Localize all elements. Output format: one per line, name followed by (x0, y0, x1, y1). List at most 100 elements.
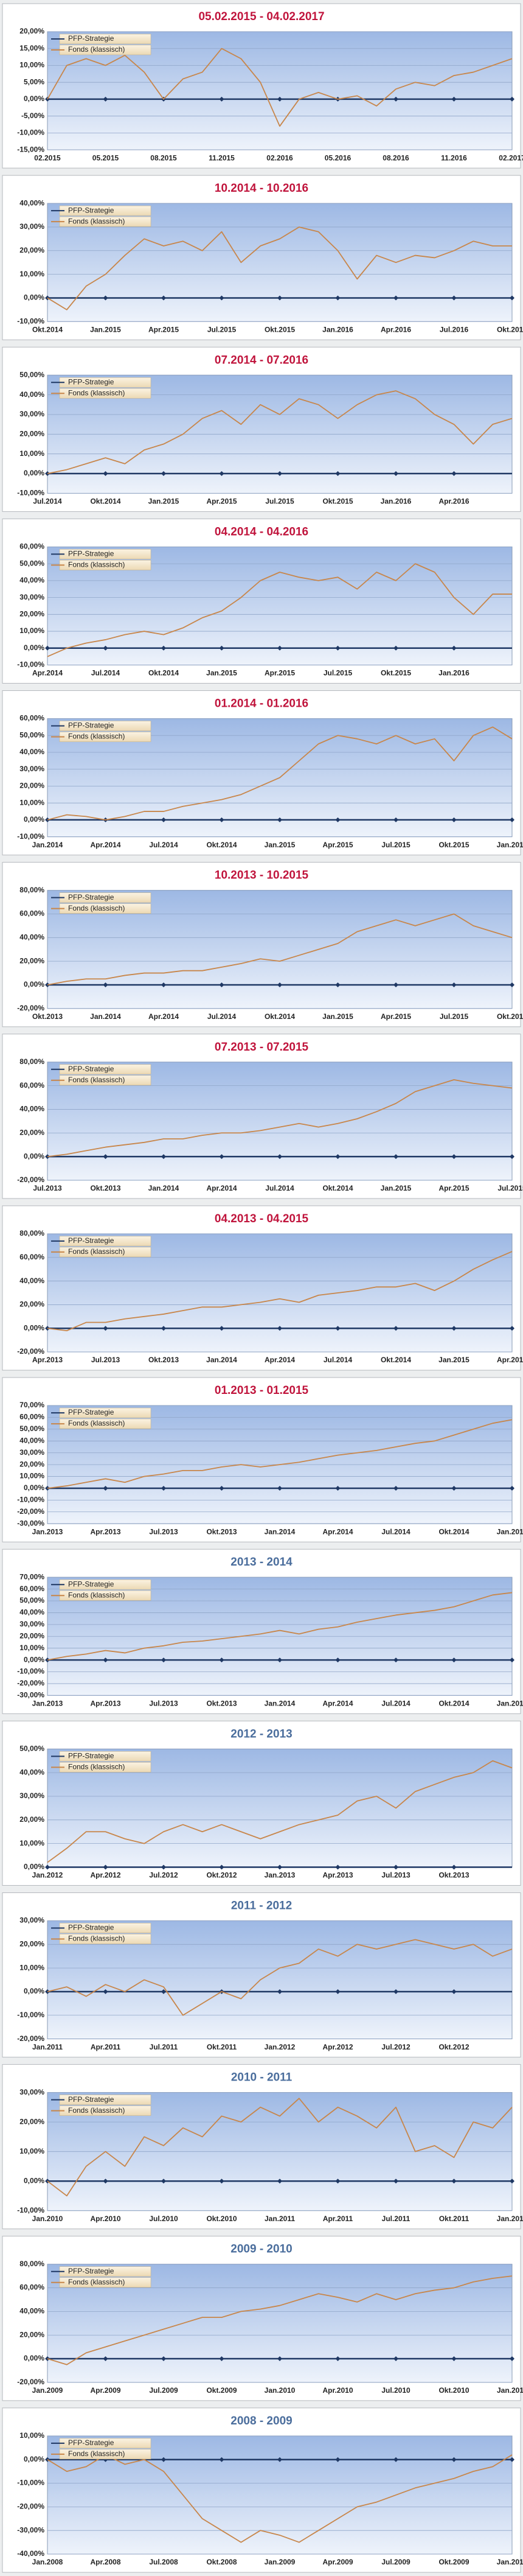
y-tick-label: 0,00% (24, 1323, 44, 1332)
x-tick-label: Okt.2012 (206, 1871, 237, 1880)
y-tick-label: -10,00% (17, 128, 44, 137)
y-tick-label: -20,00% (17, 2034, 44, 2043)
y-tick-label: 20,00% (19, 1631, 44, 1640)
series-marker (335, 1989, 341, 1994)
series-marker (219, 1657, 224, 1663)
chart-panel: 2008 - 2009 10,00% 0,00% -10,00% -20,00% -30,… (2, 2407, 523, 2573)
y-tick-label: 40,00% (19, 1105, 44, 1113)
x-tick-label: Jul.2015 (265, 497, 294, 506)
x-tick-label: Okt.2015 (381, 669, 411, 677)
y-tick-label: 0,00% (24, 94, 44, 103)
y-tick-label: 80,00% (19, 2259, 44, 2268)
x-tick-label: 08.2016 (383, 153, 409, 162)
x-tick-label: Apr.2014 (148, 1012, 179, 1021)
series-marker (510, 96, 514, 102)
series-marker (510, 2179, 514, 2184)
y-tick-label: 0,00% (24, 980, 44, 989)
series-marker (393, 1864, 398, 1870)
y-tick-label: 60,00% (19, 714, 44, 723)
y-tick-label: 20,00% (19, 246, 44, 254)
chart-panel: 10.2013 - 10.2015 80,00% 60,00% 40,00% 20,00… (2, 862, 523, 1027)
series-marker (161, 982, 166, 987)
series-marker (219, 2457, 224, 2462)
x-tick-label: Apr.2014 (265, 1356, 295, 1364)
x-tick-label: Jan.2015 (148, 497, 179, 506)
series-marker (219, 2179, 224, 2184)
x-tick-label: Jan.2009 (265, 2558, 296, 2566)
y-tick-label: 60,00% (19, 1413, 44, 1421)
series-marker (393, 471, 398, 477)
y-tick-label: 20,00% (19, 610, 44, 618)
y-tick-label: 40,00% (19, 576, 44, 584)
x-tick-label: Jan.2013 (32, 1699, 63, 1708)
x-tick-label: Jan.2012 (265, 2043, 296, 2051)
series-marker (103, 471, 108, 477)
y-tick-label: -40,00% (17, 2549, 44, 2558)
legend-label: PFP-Strategie (68, 1408, 114, 1416)
series-marker (103, 1326, 108, 1331)
x-tick-label: Apr.2014 (90, 841, 120, 849)
series-marker (335, 295, 341, 301)
y-tick-label: 10,00% (19, 449, 44, 458)
chart-title: 2013 - 2014 (230, 1556, 293, 1569)
x-tick-label: Okt.2016 (497, 325, 523, 334)
x-tick-label: Jan.2011 (497, 2386, 523, 2395)
y-tick-label: 30,00% (19, 1916, 44, 1925)
series-marker (277, 1657, 282, 1663)
x-tick-label: Apr.2015 (148, 325, 179, 334)
y-tick-label: 20,00% (19, 2330, 44, 2339)
y-tick-label: 30,00% (19, 1791, 44, 1800)
series-marker (277, 471, 282, 477)
x-tick-label: Okt.2014 (90, 497, 120, 506)
series-marker (451, 2356, 457, 2362)
series-line (47, 1251, 513, 1332)
x-tick-label: Jan.2014 (265, 1527, 296, 1536)
y-tick-label: 20,00% (19, 430, 44, 438)
legend-label: PFP-Strategie (68, 1580, 114, 1588)
series-marker (393, 1326, 398, 1331)
y-tick-label: 80,00% (19, 1229, 44, 1237)
x-tick-label: Okt.2015 (438, 841, 469, 849)
legend-label: Fonds (klassisch) (68, 1934, 125, 1943)
series-marker (103, 1864, 108, 1870)
x-tick-label: Jul.2011 (382, 2214, 410, 2223)
series-marker (510, 1485, 514, 1491)
series-marker (451, 1989, 457, 1994)
x-tick-label: Jul.2014 (91, 669, 120, 677)
series-marker (335, 1864, 341, 1870)
chart-panel: 01.2014 - 01.2016 60,00% 50,00% 40,00% 30,00… (2, 690, 523, 856)
x-tick-label: Apr.2014 (206, 1184, 237, 1192)
series-marker (161, 295, 166, 301)
y-tick-label: 20,00% (19, 1939, 44, 1948)
chart-title: 01.2014 - 01.2016 (215, 698, 308, 710)
series-marker (45, 645, 50, 651)
series-marker (451, 2179, 457, 2184)
y-tick-label: -30,00% (17, 2525, 44, 2534)
series-marker (103, 1989, 108, 1994)
x-tick-label: Jan.2008 (32, 2558, 63, 2566)
y-tick-label: 0,00% (24, 469, 44, 477)
y-tick-label: 40,00% (19, 933, 44, 941)
y-tick-label: 0,00% (24, 643, 44, 652)
x-tick-label: Jan.2016 (381, 497, 412, 506)
series-line (47, 913, 513, 985)
x-tick-label: Apr.2009 (90, 2386, 120, 2395)
legend-label: Fonds (klassisch) (68, 388, 125, 397)
chart-panel: 2009 - 2010 80,00% 60,00% 40,00% 20,00% 0,00%… (2, 2236, 523, 2401)
y-tick-label: 50,00% (19, 370, 44, 379)
x-tick-label: Apr.2014 (322, 1699, 353, 1708)
x-tick-label: Apr.2013 (32, 1356, 63, 1364)
x-tick-label: Jul.2014 (207, 1012, 237, 1021)
y-tick-label: -20,00% (17, 2378, 44, 2386)
y-tick-label: 0,00% (24, 1152, 44, 1160)
series-marker (277, 817, 282, 822)
chart-panel: 07.2013 - 07.2015 80,00% 60,00% 40,00% 20,00… (2, 1034, 523, 1199)
x-tick-label: Jan.2014 (32, 841, 63, 849)
series-marker (335, 471, 341, 477)
x-tick-label: 11.2016 (441, 153, 467, 162)
y-tick-label: 30,00% (19, 2088, 44, 2096)
chart-panel: 04.2014 - 04.2016 60,00% 50,00% 40,00% 30,00… (2, 518, 521, 684)
y-tick-label: -10,00% (17, 832, 44, 841)
y-tick-label: 0,00% (24, 815, 44, 824)
series-marker (451, 1864, 457, 1870)
